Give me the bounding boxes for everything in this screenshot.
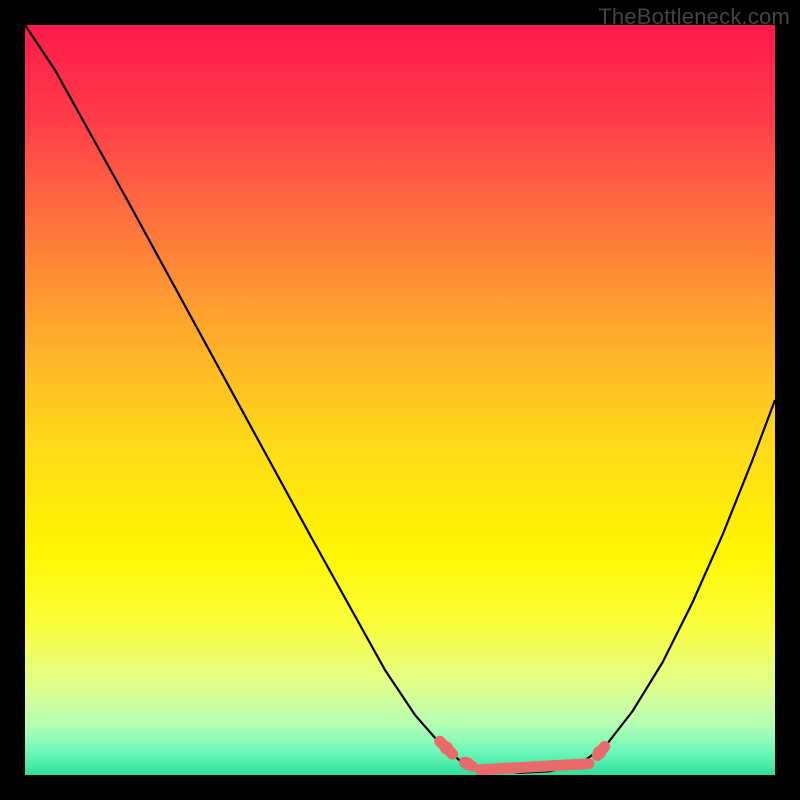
highlight-segment <box>480 764 589 770</box>
chart-svg <box>25 25 775 775</box>
highlight-dot <box>593 746 606 759</box>
watermark-text: TheBottleneck.com <box>598 4 790 30</box>
highlight-dot <box>461 757 474 770</box>
highlight-dot <box>440 742 453 755</box>
bottleneck-chart <box>25 25 775 775</box>
